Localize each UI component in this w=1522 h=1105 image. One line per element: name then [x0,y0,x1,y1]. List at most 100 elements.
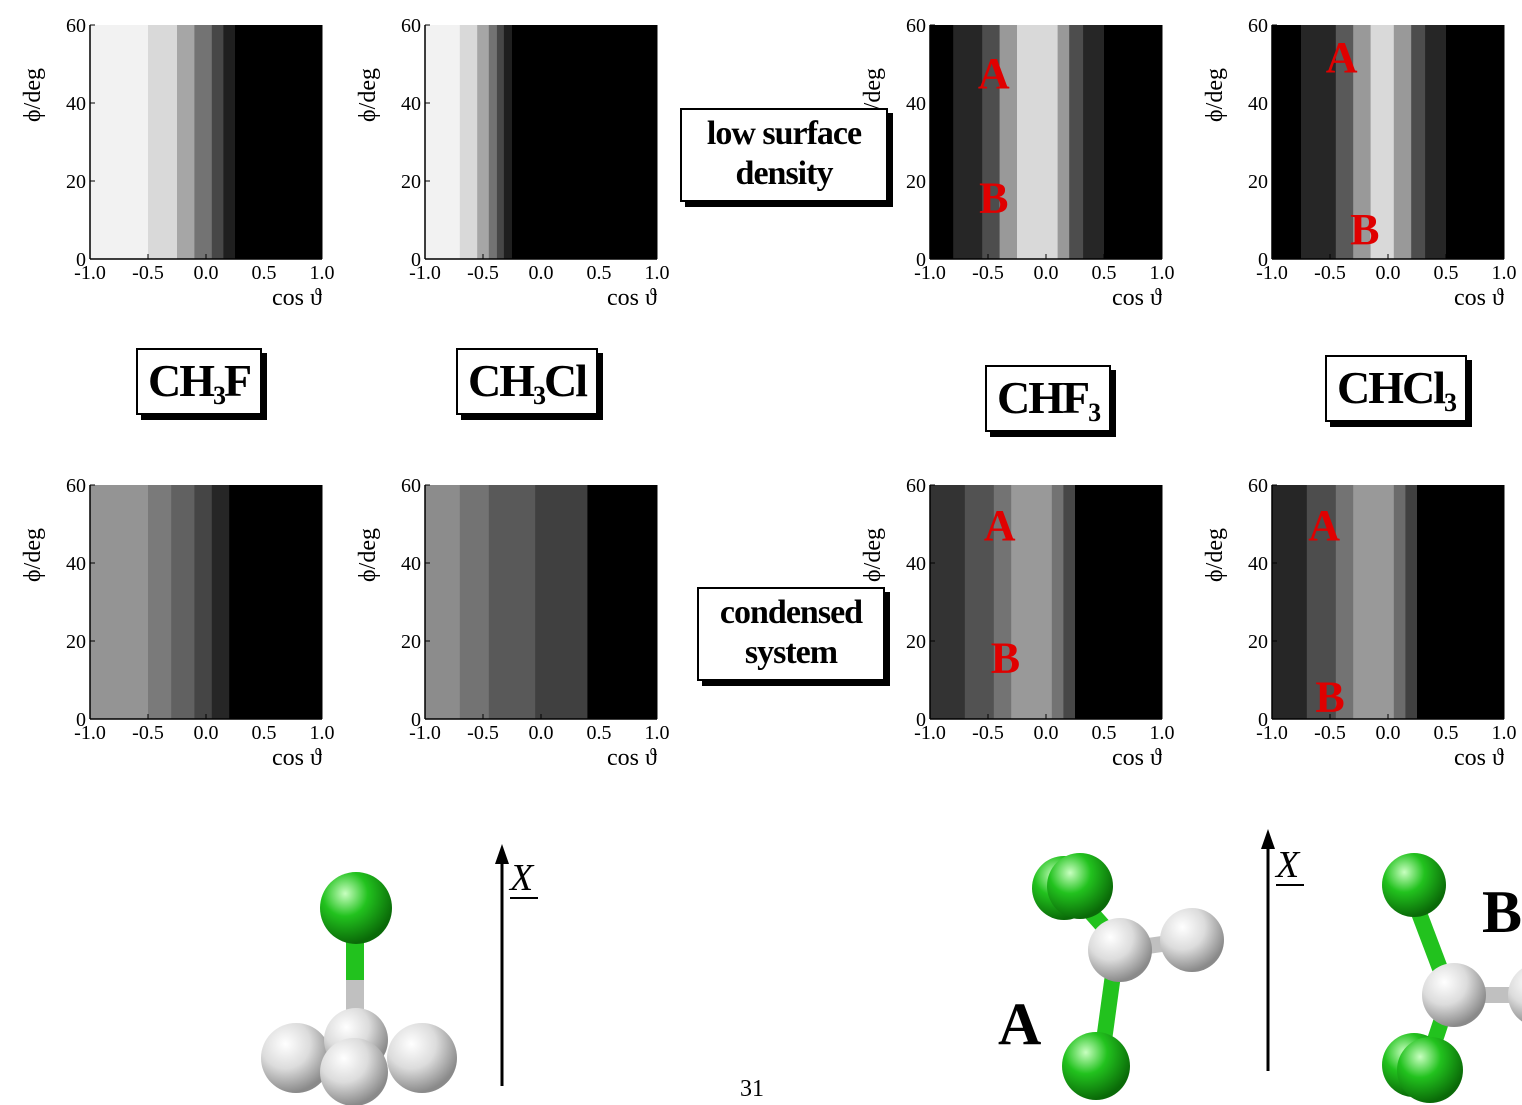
x-tick-label: 0.5 [1092,722,1117,744]
heatmap-chf3-cond: -1.0 -0.5 0.0 0.5 1.0 0 20 40 60 cos ϑ ϕ/deg A B [860,475,1175,771]
y-tick-label: 60 [906,475,926,497]
heatmap-band [1353,25,1372,259]
x-tick-label: -0.5 [1314,722,1346,744]
heatmap-band [1417,485,1505,719]
chcl3-prefix: C [1337,362,1370,413]
ch3cl-tail: Cl [544,355,588,406]
heatmap-band [488,485,536,719]
y-tick-label: 0 [76,249,86,271]
y-tick-label: 0 [916,249,926,271]
y-tick-label: 60 [401,475,421,497]
chlorine-atom-icon-top [1382,853,1446,917]
panel-ch3f-low: -1.0 -0.5 0.0 0.5 1.0 0 20 40 60 cos ϑ ϕ/deg [20,10,340,310]
y-tick-label: 20 [906,631,926,653]
hydrogen-atom-icon-right [387,1023,457,1093]
y-tick-label: 40 [401,93,421,115]
heatmap-band [1301,25,1337,259]
y-tick-label: 40 [66,93,86,115]
y-tick-label: 0 [76,709,86,731]
chlorine-atom-icon-bottom [1062,1032,1130,1100]
x-tick-label: -1.0 [1256,262,1288,284]
heatmap-band [1393,485,1406,719]
ch3f-sub: 3 [213,381,226,410]
y-tick-label: 60 [401,15,421,37]
x-tick-label: 1.0 [310,722,335,744]
ch3f-main: CH [148,355,215,406]
heatmap-band [1057,25,1070,259]
ch3cl-sub: 3 [533,381,546,410]
y-axis-label: ϕ/deg [860,528,886,582]
chlorine-atom-icon-front [1397,1037,1463,1103]
heatmap-band [1306,485,1337,719]
x-axis-label: cos ϑ [272,285,322,310]
heatmap-ch3f-cond: -1.0 -0.5 0.0 0.5 1.0 0 20 40 60 cos ϑ ϕ/deg [20,475,335,771]
x-axis-label: cos ϑ [1454,285,1504,311]
y-tick-label: 60 [906,15,926,37]
molecule-label-ch3f: CH3F [136,348,263,415]
heatmap-band [90,25,149,259]
x-tick-label: 1.0 [1492,722,1517,744]
y-tick-label: 20 [66,171,86,193]
heatmap-band [1370,25,1395,259]
heatmap-band [90,485,149,719]
y-axis-label: ϕ/deg [20,528,46,582]
x-tick-label: 1.0 [645,262,670,284]
hydrogen-atom-icon-left [261,1023,331,1093]
ch3cl-main: CH [468,355,535,406]
panel-chf3-cond: -1.0 -0.5 0.0 0.5 1.0 0 20 40 60 cos ϑ ϕ/deg A B [860,470,1180,780]
x-axis-label: cos ϑ [607,745,657,771]
x-tick-label: -0.5 [1314,262,1346,284]
heatmap-band [1272,485,1308,719]
x-tick-label: 1.0 [645,722,670,744]
heatmap-band [1063,485,1076,719]
heatmap-band [993,485,1012,719]
heatmap-band [148,485,172,719]
molecule-label-chf3: CHF3 [985,365,1112,432]
heatmap-band [1411,25,1426,259]
x-tick-label: 0.5 [1434,722,1459,744]
heatmap-band [512,25,658,259]
heatmap-band [1051,485,1064,719]
heatmap-band [171,485,195,719]
orientation-marker-b: B [979,174,1008,223]
condensed-system-line1: condensed [719,594,863,631]
heatmap-band [425,485,461,719]
hydrogen-atom-icon-front [320,1038,388,1105]
y-tick-label: 40 [906,553,926,575]
x-tick-label: 0.5 [252,722,277,744]
heatmap-band [1335,25,1354,259]
y-axis-label: ϕ/deg [355,68,381,122]
y-tick-label: 60 [66,15,86,37]
y-tick-label: 0 [411,249,421,271]
chcl3-main: HCl [1368,362,1446,413]
chcl3-sub: 3 [1444,388,1457,417]
heatmap-band [229,485,323,719]
arrow-head-icon [495,844,509,864]
orientation-label-b: B [1482,879,1522,945]
x-tick-label: 1.0 [1150,262,1175,284]
x-tick-label: 0.0 [1034,262,1059,284]
x-tick-label: 0.5 [252,262,277,284]
axis-x-label-right: X [1274,844,1301,886]
y-tick-label: 40 [66,553,86,575]
heatmap-band [459,25,478,259]
heatmap-band [999,25,1018,259]
orientation-marker-a: A [1308,501,1340,550]
low-surface-density-line1: low surface [706,115,862,152]
heatmap-band [211,25,224,259]
heatmap-band [177,25,195,259]
heatmap-band [1083,25,1105,259]
heatmap-band [587,485,658,719]
chf3-main: CHF [997,372,1090,423]
orientation-marker-b: B [1350,205,1379,254]
chlorine-atom-icon-top [1047,853,1113,919]
heatmap-band [425,25,461,259]
x-axis-label: cos ϑ [607,285,657,310]
x-tick-label: 0.0 [1376,262,1401,284]
y-tick-label: 20 [1248,171,1268,193]
heatmap-band [953,25,983,259]
axis-x-label-left: X [508,857,535,899]
heatmap-band [535,485,588,719]
x-tick-label: -0.5 [972,722,1004,744]
fluorine-atom-icon [320,872,392,944]
